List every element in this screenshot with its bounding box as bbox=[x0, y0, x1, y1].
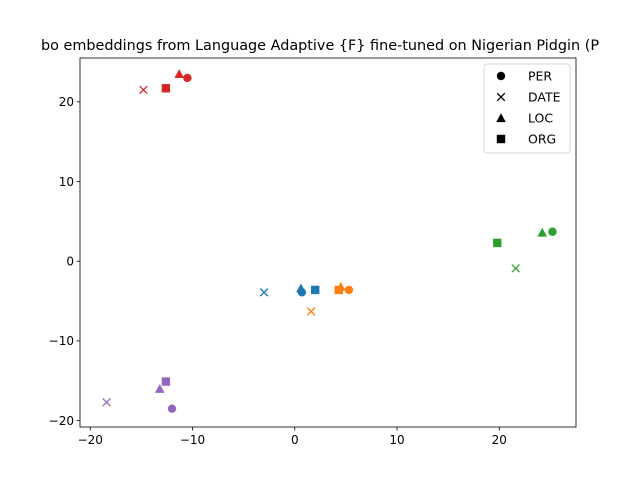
legend-triangle-icon bbox=[496, 113, 506, 123]
x-tick-label: 20 bbox=[492, 433, 507, 447]
legend-label: ORG bbox=[528, 132, 556, 147]
data-point-square bbox=[493, 238, 502, 248]
x-tick-label: −20 bbox=[78, 433, 103, 447]
x-axis: −20 −10 0 10 20 bbox=[78, 427, 507, 447]
y-tick-label: 20 bbox=[59, 95, 74, 109]
data-point-circle bbox=[548, 227, 557, 236]
data-point-x bbox=[139, 85, 148, 95]
data-point-x bbox=[511, 264, 520, 273]
data-point-x bbox=[102, 398, 111, 407]
data-point-triangle bbox=[174, 69, 184, 79]
legend-label: LOC bbox=[528, 111, 553, 126]
data-point-x bbox=[259, 288, 269, 297]
data-point-triangle bbox=[296, 283, 306, 293]
legend-circle-icon bbox=[496, 71, 506, 81]
data-point-triangle bbox=[537, 227, 548, 237]
data-point-square bbox=[334, 285, 343, 295]
data-point-x bbox=[306, 307, 316, 316]
legend-label: PER bbox=[528, 69, 552, 84]
data-point-circle bbox=[167, 404, 177, 413]
x-tick-label: −10 bbox=[180, 433, 205, 447]
y-axis: −20 −10 0 10 20 bbox=[49, 95, 80, 428]
y-tick-label: −20 bbox=[49, 414, 74, 428]
data-point-square bbox=[161, 84, 171, 93]
data-point-triangle bbox=[154, 383, 165, 393]
data-point-circle bbox=[183, 73, 192, 83]
legend-x-icon bbox=[496, 92, 506, 102]
x-tick-label: 10 bbox=[389, 433, 404, 447]
x-tick-label: 0 bbox=[291, 433, 299, 447]
plot-frame bbox=[79, 57, 577, 428]
legend-square-icon bbox=[496, 134, 506, 144]
legend-label: DATE bbox=[528, 90, 561, 105]
y-tick-label: −10 bbox=[49, 334, 74, 348]
chart-title: bo embeddings from Language Adaptive {F}… bbox=[41, 38, 599, 54]
data-points bbox=[102, 69, 557, 413]
y-tick-label: 0 bbox=[66, 255, 74, 269]
y-tick-label: 10 bbox=[59, 175, 74, 189]
data-point-circle bbox=[344, 285, 354, 295]
data-point-square bbox=[311, 285, 320, 295]
plot-area bbox=[79, 57, 577, 428]
legend: PER DATE LOC ORG bbox=[483, 63, 571, 154]
legend-frame bbox=[483, 63, 571, 154]
data-point-square bbox=[161, 377, 171, 386]
